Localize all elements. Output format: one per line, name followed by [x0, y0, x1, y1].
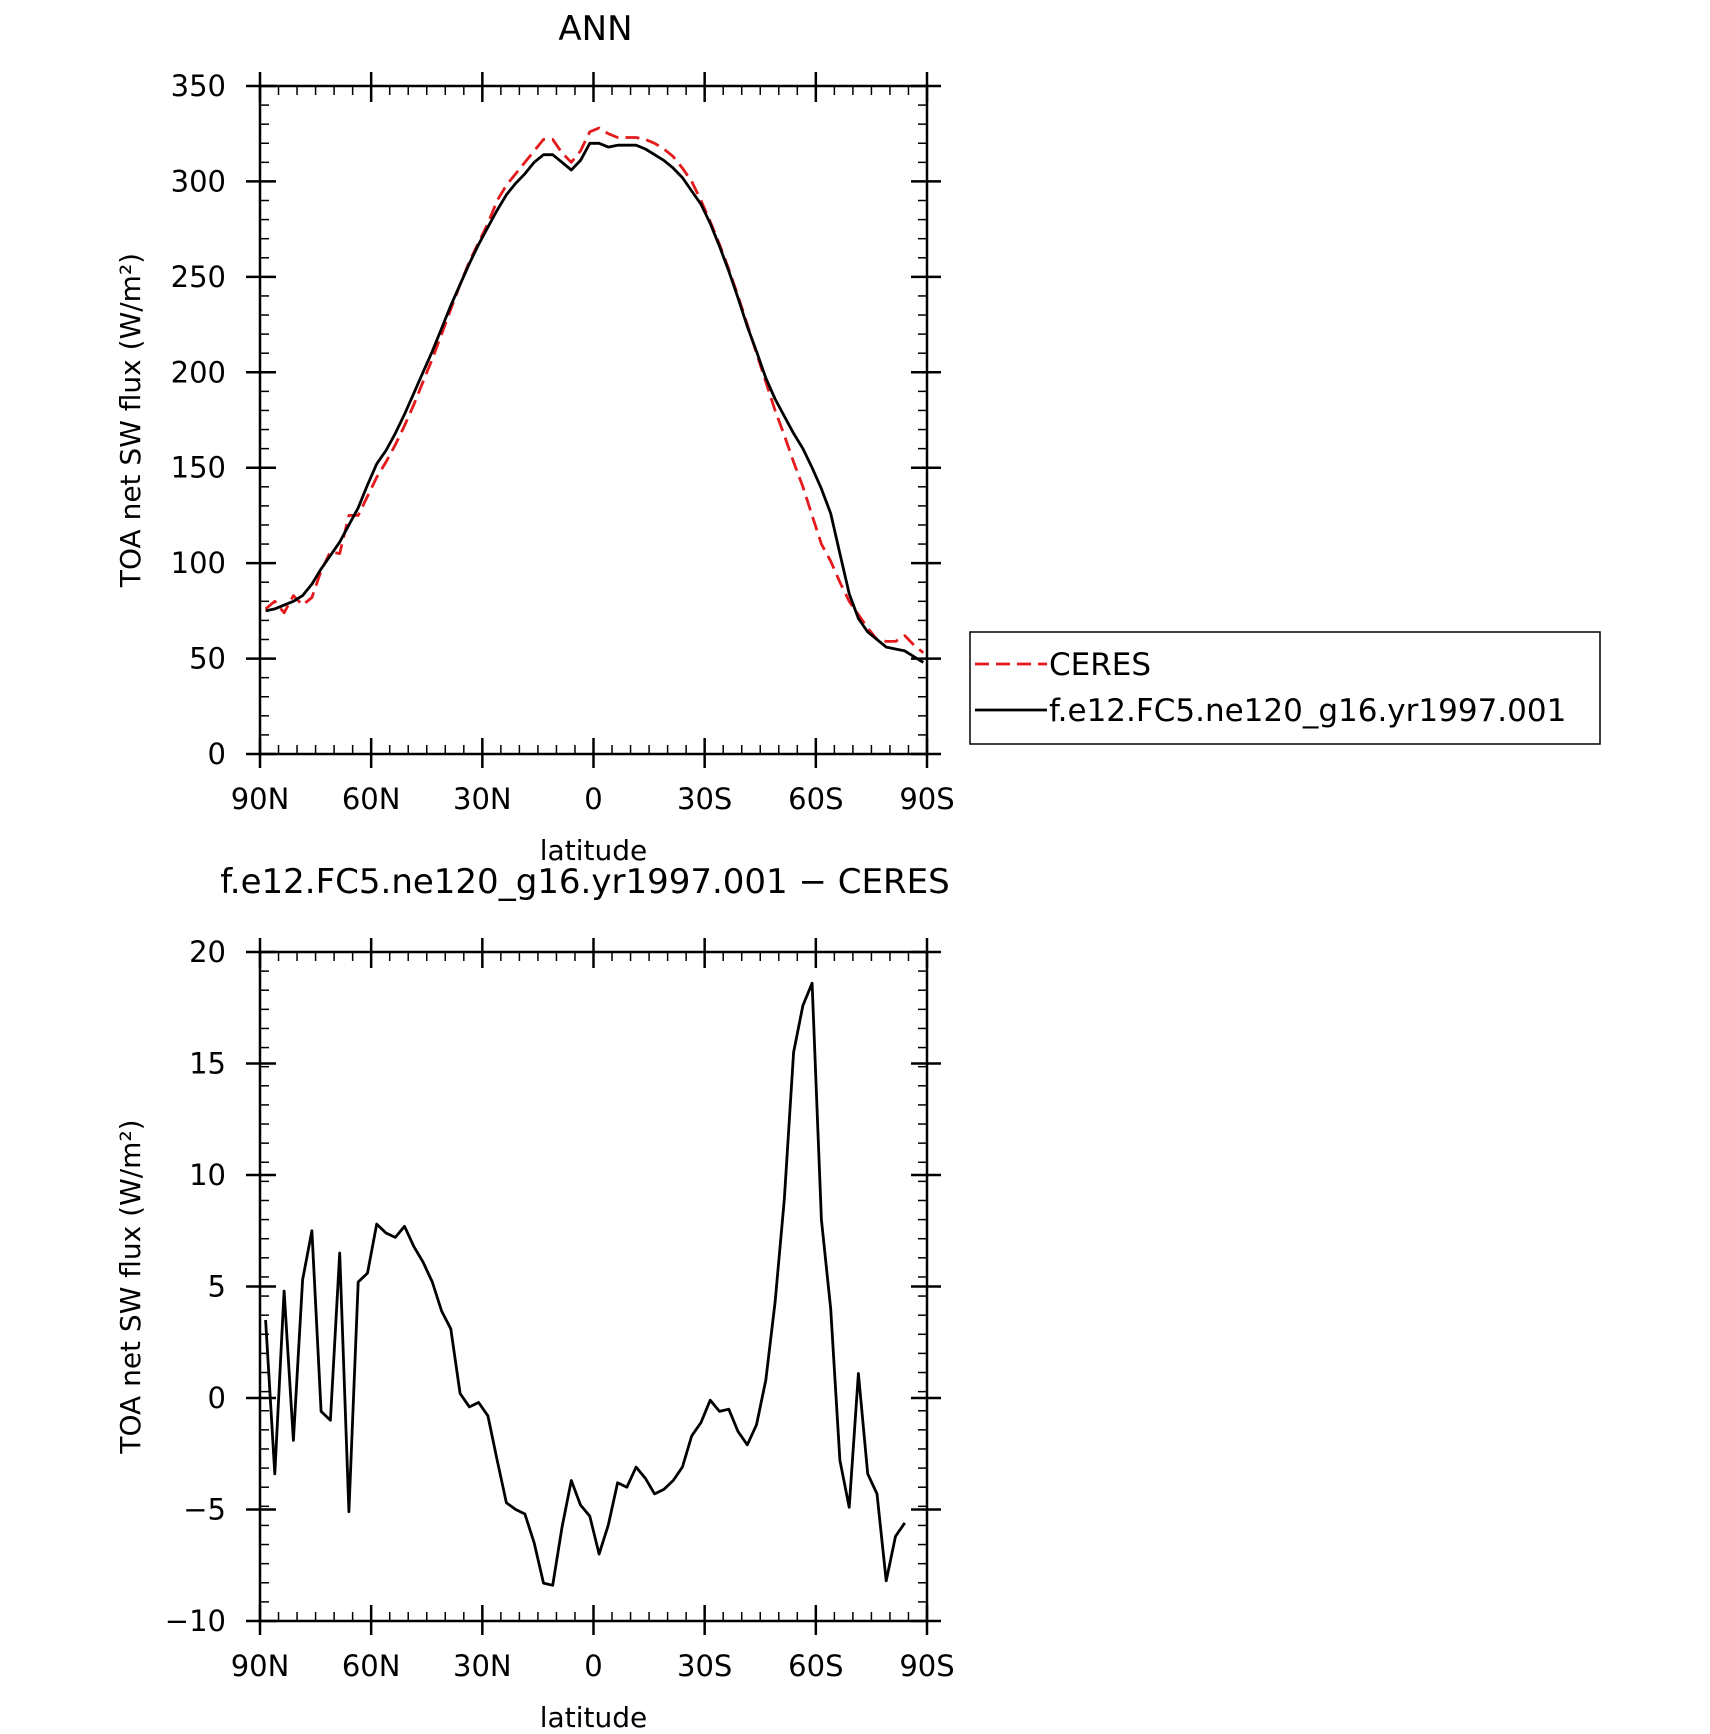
x-tick-label: 30N	[453, 782, 512, 816]
x-tick-label: 90N	[231, 1649, 290, 1683]
x-tick-label: 30S	[677, 1649, 732, 1683]
x-tick-label: 30S	[677, 782, 732, 816]
y-tick-label: 20	[189, 935, 226, 969]
x-axis-label: latitude	[540, 1701, 647, 1734]
x-tick-label: 90S	[899, 782, 954, 816]
x-tick-label: 30N	[453, 1649, 512, 1683]
x-tick-label: 60N	[342, 782, 401, 816]
bottom-panel-difference: 90N 60N 30N 0 30S 60S 90S −10 −5 0 5 10 15 20 f.e12.FC…	[114, 862, 955, 1734]
chart-title: f.e12.FC5.ne120_g16.yr1997.001 − CERES	[220, 862, 949, 902]
legend: CERES f.e12.FC5.ne120_g16.yr1997.001	[969, 631, 1601, 745]
series-line-difference	[264, 981, 906, 1587]
legend-box	[969, 631, 1601, 745]
y-tick-label: 150	[171, 451, 226, 485]
y-axis-label: TOA net SW flux (W/m²)	[114, 1119, 147, 1454]
y-tick-label: 0	[208, 737, 226, 771]
x-tick-label: 0	[584, 1649, 602, 1683]
x-tick-label: 60S	[788, 1649, 843, 1683]
top-panel-flux: 90N 60N 30N 0 30S 60S 90S 0 50 100 150 200 250 300 350…	[114, 9, 955, 867]
y-tick-label: 200	[171, 355, 226, 389]
y-tick-label: 0	[208, 1381, 226, 1415]
plot-frame	[258, 950, 929, 1623]
y-tick-label: 100	[171, 546, 226, 580]
y-tick-label: 250	[171, 260, 226, 294]
plot-frame	[258, 84, 929, 756]
x-tick-label: 90N	[231, 782, 290, 816]
series-line-f-e12-fc5-ne120-g16-yr1997-001	[265, 141, 925, 664]
chart-title: ANN	[558, 9, 632, 49]
y-tick-label: −10	[165, 1604, 226, 1638]
series-line-ceres	[264, 126, 925, 654]
legend-label: f.e12.FC5.ne120_g16.yr1997.001	[1049, 693, 1566, 729]
y-tick-label: 15	[189, 1047, 226, 1081]
y-tick-label: 300	[171, 164, 226, 198]
x-tick-label: 60S	[788, 782, 843, 816]
legend-label: CERES	[1049, 647, 1151, 683]
x-tick-label: 90S	[899, 1649, 954, 1683]
y-tick-label: 50	[189, 642, 226, 676]
y-axis-label: TOA net SW flux (W/m²)	[114, 253, 147, 588]
y-tick-label: 350	[171, 69, 226, 103]
y-tick-label: 10	[189, 1158, 226, 1192]
x-axis-label: latitude	[540, 834, 647, 867]
y-tick-label: 5	[208, 1270, 226, 1304]
x-tick-label: 0	[584, 782, 602, 816]
x-tick-label: 60N	[342, 1649, 401, 1683]
y-tick-label: −5	[183, 1493, 226, 1527]
